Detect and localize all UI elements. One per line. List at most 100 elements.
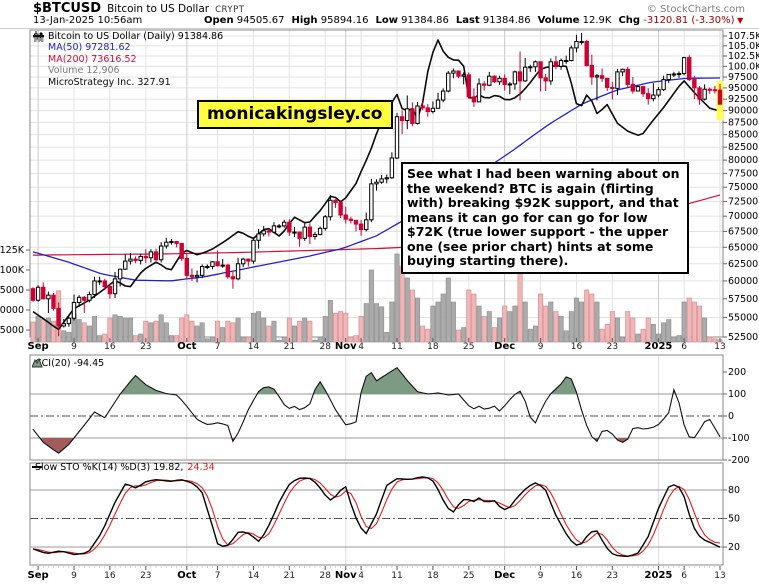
price-axis-label: 102.5K xyxy=(728,51,759,62)
ticker-name: Bitcoin to US Dollar xyxy=(107,3,210,15)
date-axis-label: 4 xyxy=(358,342,364,352)
price-axis-label: 60000 xyxy=(728,276,758,287)
date-axis-label: 7 xyxy=(215,571,221,581)
cci-overbought-fill xyxy=(120,367,676,394)
date-axis-label: 6 xyxy=(681,342,687,352)
main-chart-legend: Bitcoin to US Dollar (Daily) 91384.86 MA(… xyxy=(33,31,223,88)
date-axis-label: 14 xyxy=(248,342,260,352)
price-axis-label: 65000 xyxy=(728,242,758,253)
stat-label: Chg xyxy=(618,15,641,26)
volume-axis-label: 100K xyxy=(0,265,25,276)
date-axis-label: 18 xyxy=(427,342,439,352)
price-axis-label: 62500 xyxy=(728,259,758,270)
sto-d-line xyxy=(32,476,721,557)
cci-axis-label: 0 xyxy=(728,411,734,422)
date-axis-label: 9 xyxy=(71,571,77,581)
legend-label: Bitcoin to US Dollar (Daily) 91384.86 xyxy=(48,31,224,42)
date-axis-label: 21 xyxy=(284,571,295,581)
sto-label: Slow STO %K(14) %D(3) 19.82, xyxy=(35,462,184,473)
cci-line xyxy=(32,366,721,454)
date-axis-label: 23 xyxy=(140,571,151,581)
stat-label: Last xyxy=(455,15,480,26)
date-axis-label: 16 xyxy=(571,571,583,581)
date-axis-label: 23 xyxy=(140,342,151,352)
cci-axis-label: 100 xyxy=(728,389,746,400)
stat-value: 95894.16 xyxy=(317,15,369,26)
date-axis-label: Oct xyxy=(177,570,196,581)
price-axis-label: 95000 xyxy=(728,83,758,94)
legend-item: Volume 12,906 xyxy=(33,33,223,77)
price-axis-label: 85000 xyxy=(728,130,758,141)
price-axis-label: 80000 xyxy=(728,155,758,166)
price-axis-label: 55000 xyxy=(728,312,758,323)
price-axis-label: 75000 xyxy=(728,182,758,193)
price-axis-label: 107.5K xyxy=(728,31,759,42)
legend-item: MA(200) 73616.52 xyxy=(33,35,223,65)
date-axis-label: 9 xyxy=(538,342,544,352)
date-axis-label: 2025 xyxy=(645,570,673,581)
price-axis-label: 90000 xyxy=(728,106,758,117)
price-axis-label: 100.0K xyxy=(728,61,759,72)
legend-label: Volume 12,906 xyxy=(48,65,120,77)
price-axis-label: 82500 xyxy=(728,142,758,153)
price-axis-label: 52500 xyxy=(728,332,758,343)
legend-label: MicroStrategy Inc. 327.91 xyxy=(48,76,171,88)
ticker-symbol: $BTCUSD xyxy=(33,1,102,16)
date-axis-label: Oct xyxy=(177,341,196,352)
legend-item: MicroStrategy Inc. 327.91 xyxy=(33,35,223,88)
date-axis-label: 4 xyxy=(358,571,364,581)
date-axis-label: Sep xyxy=(28,570,49,581)
sto-panel-legend: Slow STO %K(14) %D(3) 19.82, 24.34 xyxy=(32,462,215,473)
sto-axis-label: 50 xyxy=(728,514,740,525)
date-axis-label: 23 xyxy=(607,342,618,352)
stat-label: Volume xyxy=(537,15,580,26)
date-axis-label: 13 xyxy=(714,342,725,352)
price-axis-label: 67500 xyxy=(728,226,758,237)
date-axis-label: Nov xyxy=(335,341,357,352)
stat-value: 12.9K xyxy=(579,15,612,26)
volume-bars xyxy=(30,253,723,343)
date-axis-label: 28 xyxy=(320,571,332,581)
mstr-line xyxy=(32,39,721,331)
date-axis-label: 13 xyxy=(714,571,725,581)
stat-value: 91384.86 xyxy=(397,15,449,26)
date-axis-label: 25 xyxy=(463,342,474,352)
stockcharts-brand-link[interactable]: © StockCharts.com xyxy=(646,4,745,15)
sto-axis-label: 20 xyxy=(728,542,740,553)
sto-k-line xyxy=(32,476,721,558)
date-axis-label: 2025 xyxy=(645,341,673,352)
sto-axis-label: 80 xyxy=(728,485,740,496)
price-axis-label: 70000 xyxy=(728,211,758,222)
cci-axis-label: -200 xyxy=(728,455,750,466)
price-axis-label: 97500 xyxy=(728,72,758,83)
stat-value: -3120.81 (-3.30%) xyxy=(640,15,735,26)
date-axis-label: Dec xyxy=(494,341,515,352)
candlesticks xyxy=(30,32,723,337)
ticker-exchange: CRYPT xyxy=(215,5,245,15)
volume-axis-label: 25000 xyxy=(0,325,24,336)
annotation-note: See what I had been warning about on the… xyxy=(401,162,689,274)
quote-datetime: 13-Jan-2025 10:56am xyxy=(33,15,143,26)
date-axis-label: 6 xyxy=(681,571,687,581)
volume-axis-label: 75000 xyxy=(0,285,24,296)
stat-label: Low xyxy=(375,15,398,26)
date-axis-label: 25 xyxy=(463,571,474,581)
cci-panel-legend: CCI(20) -94.45 xyxy=(32,358,104,369)
date-axis-label: 28 xyxy=(320,342,332,352)
date-axis-label: Sep xyxy=(28,341,49,352)
price-axis-label: 92500 xyxy=(728,94,758,105)
date-axis-label: 11 xyxy=(391,342,402,352)
date-axis-label: 7 xyxy=(215,342,221,352)
ma50-line xyxy=(32,77,720,282)
date-axis-label: 11 xyxy=(391,571,402,581)
date-axis-label: Dec xyxy=(494,570,515,581)
header-row-1: $BTCUSD Bitcoin to US Dollar CRYPT © Sto… xyxy=(33,1,745,16)
volume-axis-label: 125K xyxy=(0,245,25,256)
price-axis-label: 105.0K xyxy=(728,41,759,52)
price-axis-label: 87500 xyxy=(728,117,758,128)
quote-stats: Open 94505.67 High 95894.16 Low 91384.86 La… xyxy=(197,15,743,26)
stat-value: 91384.86 xyxy=(479,15,531,26)
stat-value: 94505.67 xyxy=(233,15,285,26)
